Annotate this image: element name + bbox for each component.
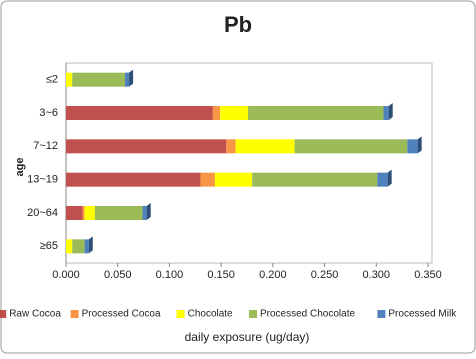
bar-segment [124, 72, 130, 87]
legend-swatch [176, 310, 185, 318]
bar-depth [417, 136, 422, 154]
bar-segment [66, 206, 83, 220]
legend-swatch [0, 310, 7, 318]
bar-segment [226, 139, 236, 154]
bar-segment [212, 106, 221, 120]
y-tick-label: ≤2 [46, 74, 58, 86]
y-tick-label: 3~6 [39, 107, 58, 119]
x-tick-label: 0.100 [156, 269, 184, 281]
bar-segment [82, 206, 85, 220]
x-tick-label: 0.050 [104, 269, 132, 281]
bar-segment [220, 106, 249, 120]
bar-segment [72, 239, 85, 254]
bar-segment [66, 106, 213, 120]
bar-segment [94, 206, 143, 220]
plot-area [65, 62, 433, 264]
legend-swatch [377, 310, 386, 318]
x-tick-label: 0.350 [414, 269, 442, 281]
chart-title: Pb [224, 12, 252, 37]
bar-depth [88, 236, 93, 254]
y-tick-label: 13~19 [27, 174, 58, 186]
bar-depth [129, 69, 134, 87]
bar-segment [294, 139, 408, 154]
legend-label: Processed Cocoa [82, 309, 161, 320]
bar-segment [84, 206, 95, 220]
legend-label: Processed Milk [388, 309, 457, 320]
y-tick-label: 7~12 [33, 140, 58, 152]
x-tick-label: 0.150 [207, 269, 235, 281]
bar-segment [235, 139, 295, 154]
bar-segment [84, 239, 89, 254]
bar-segment [142, 206, 147, 220]
y-tick-label: ≥65 [40, 240, 58, 252]
x-tick-label: 0.000 [52, 269, 80, 281]
bar-segment [200, 172, 215, 187]
bar-segment [252, 172, 378, 187]
bar-segment [66, 72, 73, 87]
y-tick-label: 20~64 [27, 207, 58, 219]
bar-segment [66, 172, 201, 187]
bar-segment [248, 106, 384, 120]
legend-label: Raw Cocoa [9, 309, 61, 320]
y-axis-title: age [14, 158, 26, 177]
x-tick-label: 0.300 [363, 269, 391, 281]
bar-depth [388, 103, 393, 120]
legend-label: Chocolate [188, 309, 233, 320]
bar-segment [407, 139, 418, 154]
bar-segment [377, 172, 388, 187]
x-tick-label: 0.200 [259, 269, 287, 281]
bar-segment [72, 72, 125, 87]
bar-segment [214, 172, 253, 187]
bar-depth [387, 169, 392, 187]
bar-segment [383, 106, 389, 120]
bar-depth [146, 203, 151, 220]
legend-swatch [249, 310, 257, 318]
legend-swatch [70, 310, 79, 318]
bar-segment [66, 239, 73, 254]
x-tick-label: 0.250 [311, 269, 339, 281]
legend-label: Processed Chocolate [260, 309, 355, 320]
bar-segment [66, 139, 227, 154]
x-axis-title: daily exposure (ug/day) [185, 330, 310, 344]
